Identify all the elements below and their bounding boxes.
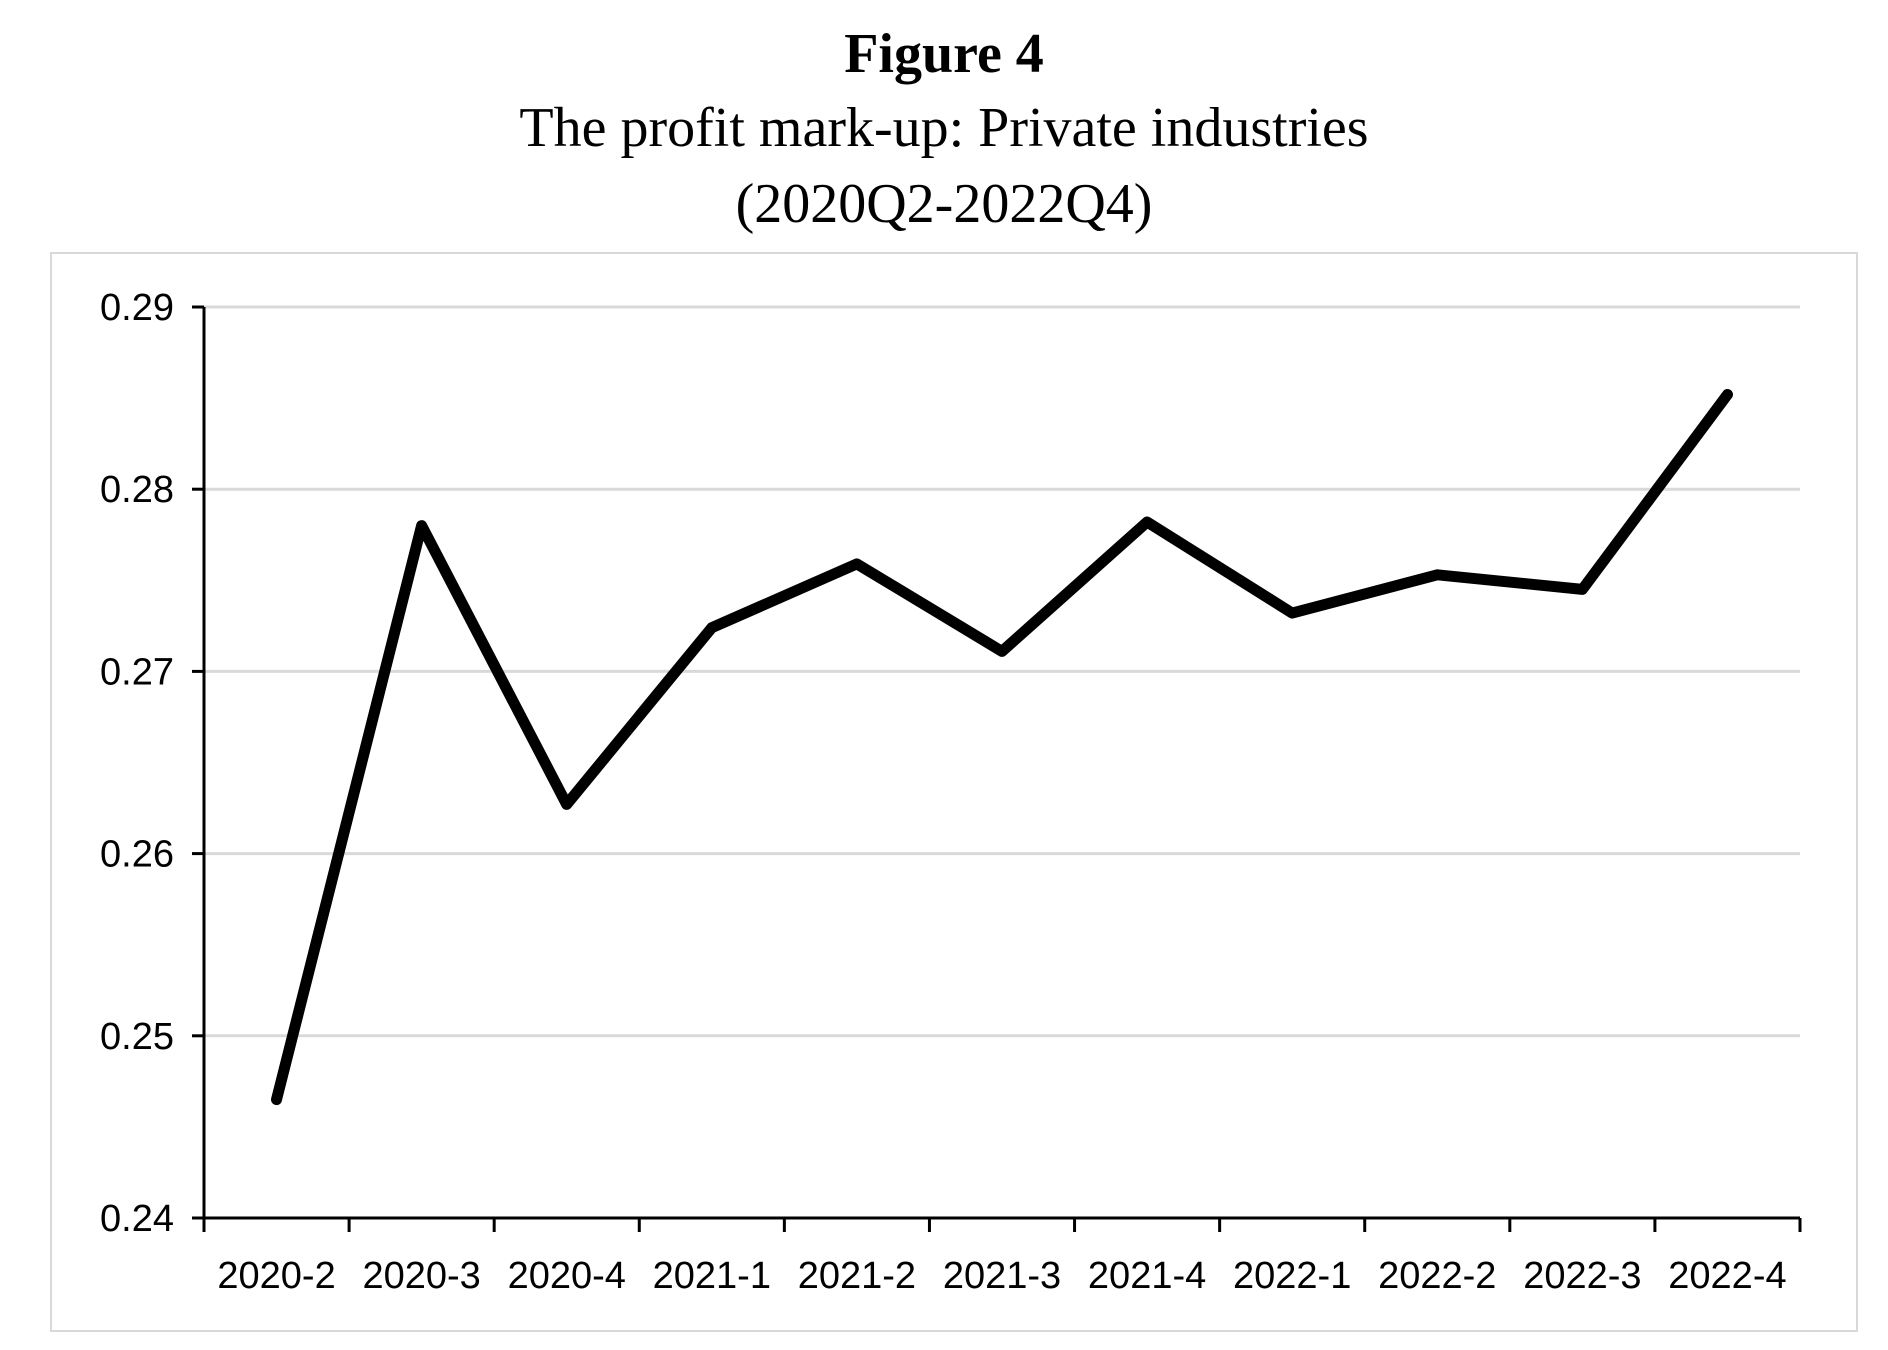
x-tick-label: 2022-1 xyxy=(1233,1255,1351,1297)
series-layer xyxy=(271,389,1733,1106)
x-tick-label: 2021-4 xyxy=(1088,1255,1206,1297)
x-tick-label: 2020-3 xyxy=(362,1255,480,1297)
axes xyxy=(202,307,1800,1220)
x-axis-ticks: 2020-2 2020-3 2020-4 2021-1 2021-2 2021-3 2021… xyxy=(202,1218,1802,1297)
x-tick-label: 2021-2 xyxy=(798,1255,916,1297)
figure-header: Figure 4 The profit mark-up: Private ind… xyxy=(0,18,1888,242)
chart-title: The profit mark-up: Private industries xyxy=(519,97,1369,159)
y-tick-label: 0.29 xyxy=(100,287,174,329)
y-tick-label: 0.26 xyxy=(100,834,174,876)
figure-number: Figure 4 xyxy=(844,23,1044,85)
y-tick-label: 0.25 xyxy=(100,1016,174,1058)
series-line-0 xyxy=(271,389,1733,1106)
chart-subtitle: (2020Q2-2022Q4) xyxy=(735,173,1153,235)
x-tick-label: 2022-4 xyxy=(1668,1255,1786,1297)
y-tick-label: 0.24 xyxy=(100,1198,174,1240)
y-tick-label: 0.28 xyxy=(100,469,174,511)
x-tick-label: 2020-2 xyxy=(217,1255,335,1297)
x-tick-label: 2022-3 xyxy=(1523,1255,1641,1297)
y-tick-label: 0.27 xyxy=(100,651,174,693)
y-axis-ticks: 0.24 0.25 0.26 0.27 0.28 0.29 xyxy=(100,287,204,1240)
x-tick-label: 2022-2 xyxy=(1378,1255,1496,1297)
x-tick-label: 2021-3 xyxy=(943,1255,1061,1297)
x-tick-label: 2021-1 xyxy=(653,1255,771,1297)
gridlines xyxy=(204,305,1800,1038)
x-tick-label: 2020-4 xyxy=(508,1255,626,1297)
